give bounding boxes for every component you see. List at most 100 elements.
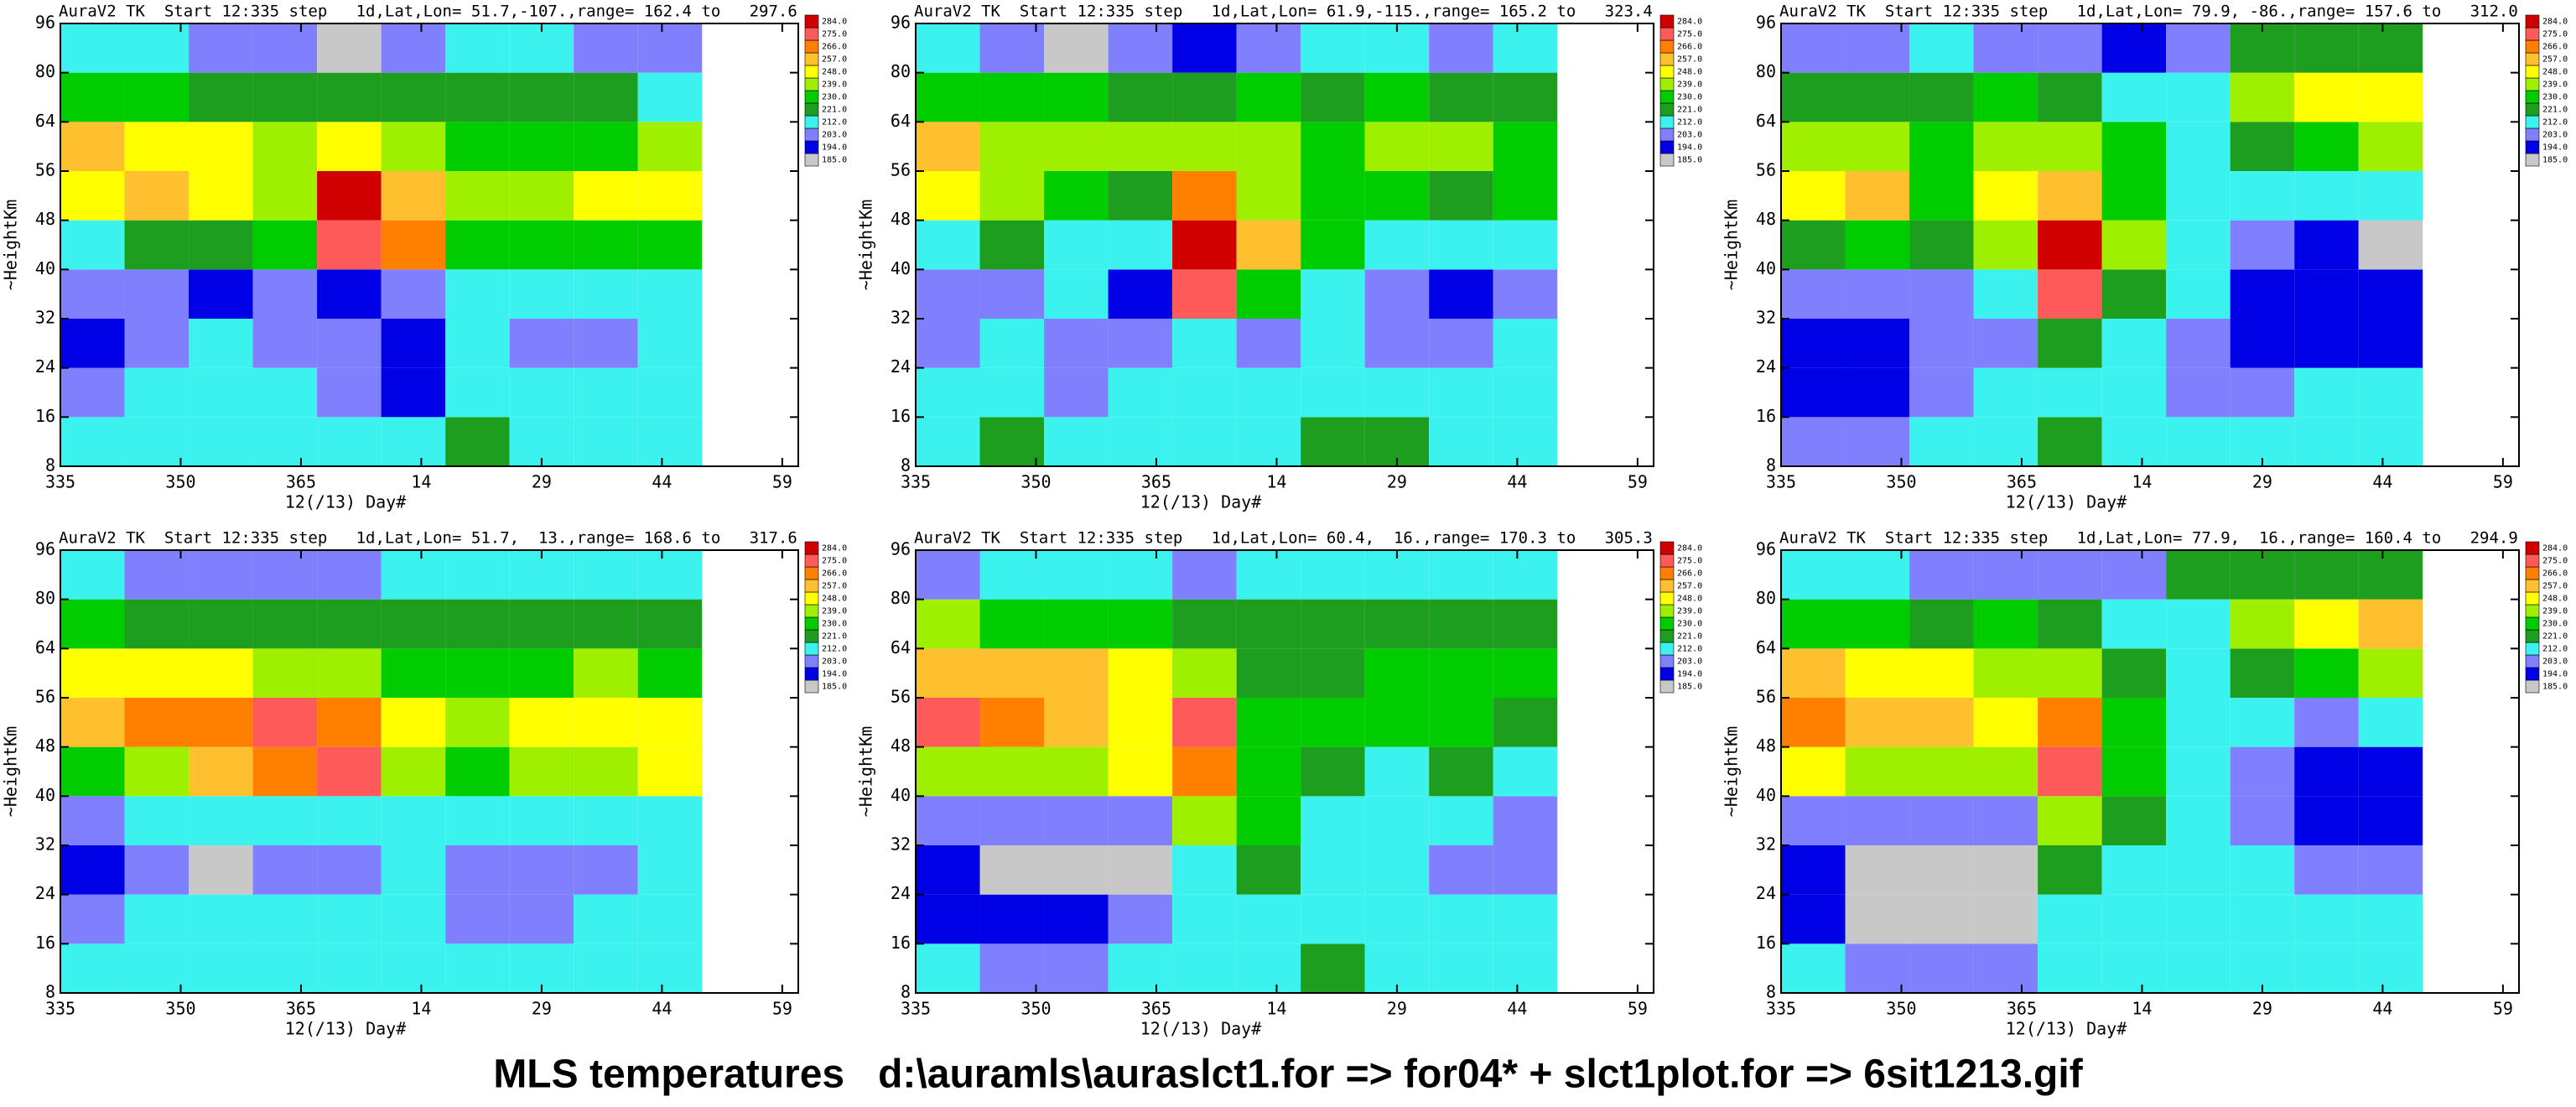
contour-cell xyxy=(60,171,125,221)
contour-cell xyxy=(916,171,980,221)
contour-cell xyxy=(252,319,318,368)
contour-cell xyxy=(1973,894,2038,944)
contour-cell xyxy=(124,943,190,993)
y-tick-label: 24 xyxy=(1756,356,1776,377)
y-tick-label: 56 xyxy=(35,687,55,707)
contour-cell xyxy=(2358,72,2423,122)
contour-cell xyxy=(1781,72,1846,122)
contour-cell xyxy=(1044,171,1109,221)
contour-cell xyxy=(1172,943,1237,993)
colorbar-label: 266.0 xyxy=(2542,569,2568,579)
contour-cell xyxy=(60,943,125,993)
contour-cell xyxy=(1236,845,1301,895)
contour-cell xyxy=(1364,648,1430,698)
colorbar-label: 248.0 xyxy=(822,595,847,604)
contour-cell xyxy=(2294,417,2359,466)
y-axis-label: ~HeightKm xyxy=(856,200,876,290)
x-tick-label: 335 xyxy=(45,999,75,1019)
x-tick-label: 29 xyxy=(1387,999,1407,1019)
colorbar-label: 284.0 xyxy=(2542,18,2568,27)
contour-cell xyxy=(1909,319,1974,368)
contour-cell xyxy=(2101,367,2167,418)
contour-cell xyxy=(1108,845,1173,895)
x-tick-label: 350 xyxy=(1021,472,1051,492)
contour-cell xyxy=(124,171,190,221)
contour-cell xyxy=(2038,796,2102,845)
contour-cell xyxy=(2230,698,2295,747)
colorbar-swatch xyxy=(804,39,819,54)
y-tick-label: 24 xyxy=(35,883,55,903)
contour-cell xyxy=(189,171,253,221)
contour-cell xyxy=(2166,417,2231,466)
contour-cell xyxy=(574,319,638,368)
colorbar-swatch xyxy=(2525,14,2540,29)
contour-cell xyxy=(637,122,703,171)
contour-cell xyxy=(1845,171,1910,221)
colorbar-label: 230.0 xyxy=(1677,93,1702,102)
contour-cell xyxy=(2230,599,2295,649)
contour-cell xyxy=(1429,894,1493,944)
contour-cell xyxy=(509,72,574,122)
plot-frame xyxy=(915,549,1654,994)
colorbar-swatch xyxy=(2525,77,2540,91)
contour-cell xyxy=(1108,220,1173,270)
colorbar-label: 248.0 xyxy=(2542,595,2568,604)
contour-cell xyxy=(1909,122,1974,171)
contour-cell xyxy=(916,319,980,368)
contour-cell xyxy=(1973,122,2038,171)
footer-caption: MLS temperatures d:\auramls\auraslct1.fo… xyxy=(493,1052,2083,1097)
contour-cell xyxy=(1364,796,1430,845)
contour-cell xyxy=(60,550,125,600)
contour-cell xyxy=(1236,23,1301,73)
contour-cell xyxy=(509,122,574,171)
contour-cell xyxy=(1044,220,1109,270)
contour-cell xyxy=(2294,894,2359,944)
plot-frame xyxy=(60,549,799,994)
y-tick-label: 96 xyxy=(1756,539,1776,559)
contour-cell xyxy=(1044,698,1109,747)
colorbar-swatch xyxy=(804,541,819,555)
contour-cell xyxy=(1044,319,1109,368)
colorbar-label: 221.0 xyxy=(822,632,847,642)
contour-cell xyxy=(916,23,980,73)
colorbar-swatch xyxy=(1659,90,1675,104)
contour-cell xyxy=(1044,796,1109,845)
contour-cell xyxy=(1172,894,1237,944)
x-tick-label: 29 xyxy=(2252,472,2272,492)
x-tick-label: 59 xyxy=(772,472,792,492)
colorbar-label: 248.0 xyxy=(822,68,847,77)
colorbar-label: 230.0 xyxy=(2542,620,2568,629)
y-tick-label: 8 xyxy=(45,982,55,1002)
colorbar-label: 194.0 xyxy=(1677,670,1702,679)
contour-cell xyxy=(1493,943,1558,993)
contour-cell xyxy=(2230,648,2295,698)
colorbar-swatch xyxy=(804,679,819,694)
contour-cell xyxy=(1044,550,1109,600)
contour-cell xyxy=(1845,943,1910,993)
plot-frame xyxy=(915,23,1654,467)
contour-cell xyxy=(60,698,125,747)
contour-cell xyxy=(637,269,703,319)
colorbar-swatch xyxy=(804,127,819,142)
contour-cell xyxy=(916,698,980,747)
contour-cell xyxy=(381,746,446,797)
panel-title: AuraV2 TK Start 12:335 step 1d,Lat,Lon= … xyxy=(59,3,797,21)
y-tick-label: 8 xyxy=(1766,982,1776,1002)
contour-cell xyxy=(189,23,253,73)
contour-cell xyxy=(2230,122,2295,171)
contour-cell xyxy=(1493,648,1558,698)
x-tick-label: 29 xyxy=(1387,472,1407,492)
contour-cell xyxy=(189,698,253,747)
plot-frame xyxy=(1780,549,2520,994)
contour-cell xyxy=(979,23,1045,73)
colorbar-label: 257.0 xyxy=(1677,582,1702,591)
x-tick-label: 44 xyxy=(2372,999,2392,1019)
y-tick-label: 40 xyxy=(891,785,911,805)
colorbar-label: 257.0 xyxy=(1677,55,1702,65)
x-tick-label: 44 xyxy=(652,999,672,1019)
y-tick-label: 32 xyxy=(35,834,55,855)
contour-cell xyxy=(1493,122,1558,171)
colorbar-label: 185.0 xyxy=(2542,156,2568,165)
x-axis-label: 12(/13) Day# xyxy=(285,1019,407,1039)
